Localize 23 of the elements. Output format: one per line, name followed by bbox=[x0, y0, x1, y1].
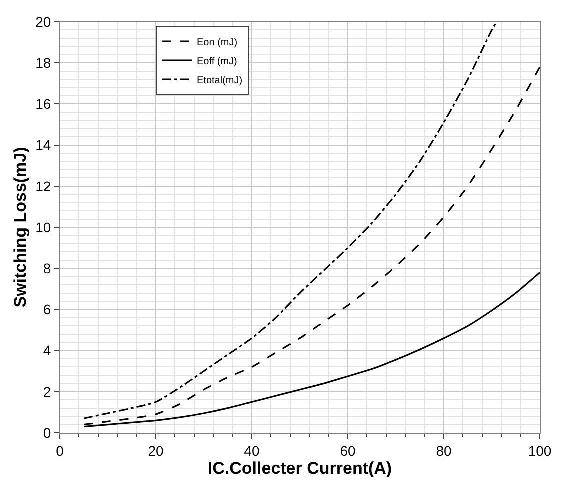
y-tick-label: 8 bbox=[43, 260, 52, 276]
x-axis-title: IC.Collecter Current(A) bbox=[208, 458, 392, 478]
x-tick-label: 20 bbox=[148, 442, 164, 459]
x-tick-label: 40 bbox=[244, 442, 260, 459]
y-tick-label: 18 bbox=[36, 55, 52, 71]
x-tick-label: 0 bbox=[56, 442, 64, 459]
legend-label: Etotal(mJ) bbox=[197, 76, 243, 87]
legend-label: Eon (mJ) bbox=[197, 38, 238, 49]
y-tick-label: 6 bbox=[43, 302, 52, 318]
y-tick-label: 16 bbox=[36, 96, 52, 112]
line-series bbox=[83, 22, 498, 420]
y-tick-label: 4 bbox=[43, 342, 52, 359]
y-tick-label: 10 bbox=[36, 219, 52, 236]
x-tick-label: 80 bbox=[436, 442, 452, 459]
x-tick-label: 60 bbox=[340, 442, 356, 459]
y-tick-label: 20 bbox=[36, 14, 52, 30]
y-axis-title: Switching Loss(mJ) bbox=[11, 147, 30, 308]
y-tick-label: 12 bbox=[36, 178, 52, 194]
y-tick-label: 0 bbox=[43, 424, 52, 441]
y-tick-label: 14 bbox=[36, 137, 52, 154]
x-tick-label: 100 bbox=[528, 442, 552, 459]
y-tick-label: 2 bbox=[43, 384, 52, 400]
legend-label: Eoff (mJ) bbox=[197, 56, 238, 68]
